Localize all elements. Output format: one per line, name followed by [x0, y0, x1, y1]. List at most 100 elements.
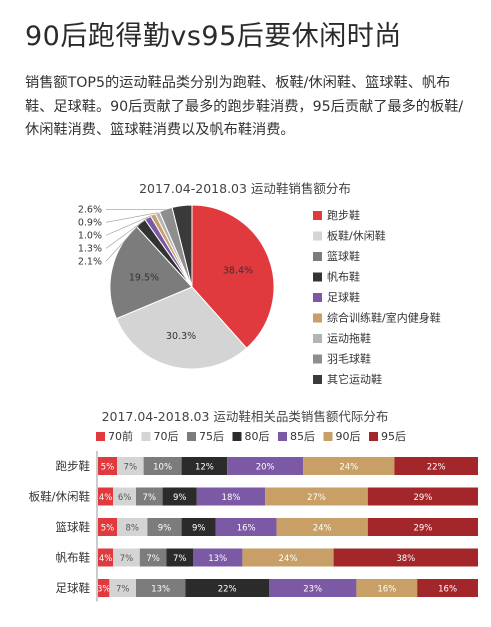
bar-legend-label: 75后 — [199, 430, 224, 443]
pie-legend-label: 足球鞋 — [327, 290, 360, 304]
bar-segment-80后 — [166, 548, 193, 567]
bar-segment-75后 — [136, 487, 163, 506]
bar-legend-swatch — [141, 432, 151, 441]
bar-category-label: 篮球鞋 — [56, 520, 91, 534]
bar-value-label: 24% — [339, 463, 358, 473]
bar-segment-95后 — [367, 487, 478, 506]
pie-legend-swatch — [313, 272, 322, 282]
bar-value-label: 12% — [195, 463, 214, 473]
bar-segment-75后 — [136, 579, 186, 597]
bar-value-label: 16% — [377, 585, 396, 595]
bar-segment-85后 — [193, 548, 243, 567]
bar-legend-label: 95后 — [381, 430, 406, 443]
bar-value-label: 10% — [153, 463, 172, 473]
bar-segment-80后 — [181, 518, 216, 536]
bar-value-label: 38% — [396, 554, 415, 564]
bar-value-label: 7% — [116, 585, 130, 595]
bar-value-label: 6% — [118, 493, 132, 503]
bar-legend-swatch — [278, 432, 287, 441]
bar-value-label: 29% — [413, 493, 432, 503]
bar-segment-90后 — [265, 487, 368, 506]
bar-category-label: 帆布鞋 — [56, 551, 91, 565]
bar-segment-70后 — [113, 548, 140, 567]
pie-value-label: 19.5% — [129, 272, 159, 283]
bar-segment-80后 — [162, 487, 197, 506]
pie-legend-swatch — [313, 252, 322, 261]
pie-value-label: 1.3% — [78, 243, 102, 254]
pie-legend-label: 跑步鞋 — [327, 208, 360, 222]
bar-segment-75后 — [143, 457, 182, 475]
bar-category-label: 板鞋/休闲鞋 — [29, 490, 91, 504]
bar-value-label: 13% — [151, 585, 170, 595]
page-title: 90后跑得勤vs95后要休闲时尚 — [25, 21, 402, 52]
bar-value-label: 13% — [208, 554, 227, 564]
bar-value-label: 4% — [99, 493, 113, 503]
bar-value-label: 27% — [307, 493, 326, 503]
bar-value-label: 7% — [120, 554, 134, 564]
pie-value-label: 38.4% — [223, 265, 253, 276]
pie-legend-label: 板鞋/休闲鞋 — [327, 229, 386, 243]
pie-legend: 跑步鞋板鞋/休闲鞋篮球鞋帆布鞋足球鞋综合训练鞋/室内健身鞋运动拖鞋羽毛球鞋其它运… — [313, 208, 441, 386]
bar-segment-70后 — [117, 518, 148, 536]
bar-value-label: 8% — [125, 524, 139, 534]
bar-segment-80后 — [185, 579, 269, 597]
bar-value-label: 5% — [101, 463, 115, 473]
bar-value-label: 7% — [143, 493, 157, 503]
bar-legend-label: 80后 — [245, 430, 270, 443]
pie-chart: 38.4% 30.3% 19.5% 2.1% 1.3% 1.0% 0.9% 2.6% — [78, 204, 275, 370]
bar-legend: 70前 70后 75后 80后 85后 90后 95后 — [96, 429, 406, 443]
bar-value-label: 16% — [237, 524, 256, 534]
bar-value-label: 5% — [101, 524, 115, 534]
bar-value-label: 7% — [146, 554, 160, 564]
bar-segment-85后 — [227, 457, 304, 475]
bar-legend-swatch — [232, 432, 242, 441]
bar-chart-title: 2017.04-2018.03 运动鞋相关品类销售额代际分布 — [102, 409, 389, 424]
bar-segment-70前 — [98, 518, 117, 536]
pie-slice-篮球鞋 — [109, 225, 193, 320]
bar-segment-75后 — [147, 518, 182, 536]
bar-segment-90后 — [242, 548, 334, 567]
bar-segment-70后 — [117, 457, 144, 475]
bar-segment-90后 — [356, 579, 418, 597]
bar-segment-95后 — [417, 579, 478, 597]
pie-legend-label: 综合训练鞋/室内健身鞋 — [327, 311, 441, 325]
stacked-bar-chart: 跑步鞋 5% 7% 10% 12% 20% 24% 22% 板鞋/休闲鞋 4% 6% 7% 9% 18% 2… — [29, 451, 478, 602]
pie-legend-label: 篮球鞋 — [327, 249, 360, 263]
bar-value-label: 18% — [222, 493, 241, 503]
bar-value-label: 9% — [158, 524, 172, 534]
bar-segment-85后 — [196, 487, 266, 506]
bar-segment-95后 — [333, 548, 478, 567]
bar-segment-85后 — [215, 518, 277, 536]
bar-segment-70前 — [98, 548, 114, 567]
bar-legend-swatch — [187, 432, 196, 441]
bar-value-label: 24% — [313, 524, 332, 534]
bar-segment-70前 — [98, 487, 114, 506]
bar-value-label: 24% — [279, 554, 298, 564]
pie-chart-title: 2017.04-2018.03 运动鞋销售额分布 — [139, 181, 351, 196]
bar-segment-70前 — [98, 457, 117, 475]
bar-legend-swatch — [96, 432, 105, 441]
bar-legend-swatch — [323, 432, 333, 441]
pie-leader-line — [105, 214, 154, 236]
bar-category-label: 跑步鞋 — [56, 459, 91, 473]
pie-legend-swatch — [313, 231, 322, 241]
bar-segment-90后 — [303, 457, 395, 475]
bar-value-label: 29% — [413, 524, 432, 534]
bar-value-label: 9% — [192, 524, 206, 534]
bar-segment-75后 — [139, 548, 167, 567]
pie-value-label: 2.1% — [78, 256, 102, 267]
pie-legend-swatch — [313, 211, 322, 220]
pie-value-label: 30.3% — [166, 331, 196, 342]
bar-segment-70后 — [109, 579, 136, 597]
pie-leader-line — [105, 217, 149, 249]
bar-value-label: 3% — [97, 585, 111, 595]
pie-legend-label: 运动拖鞋 — [327, 331, 371, 345]
bar-value-label: 22% — [427, 463, 446, 473]
bar-segment-95后 — [394, 457, 478, 475]
bar-segment-70后 — [113, 487, 136, 506]
pie-slice-跑步鞋 — [191, 204, 275, 349]
bar-value-label: 16% — [438, 585, 457, 595]
pie-legend-label: 其它运动鞋 — [327, 372, 382, 386]
pie-value-label: 2.6% — [78, 204, 102, 215]
